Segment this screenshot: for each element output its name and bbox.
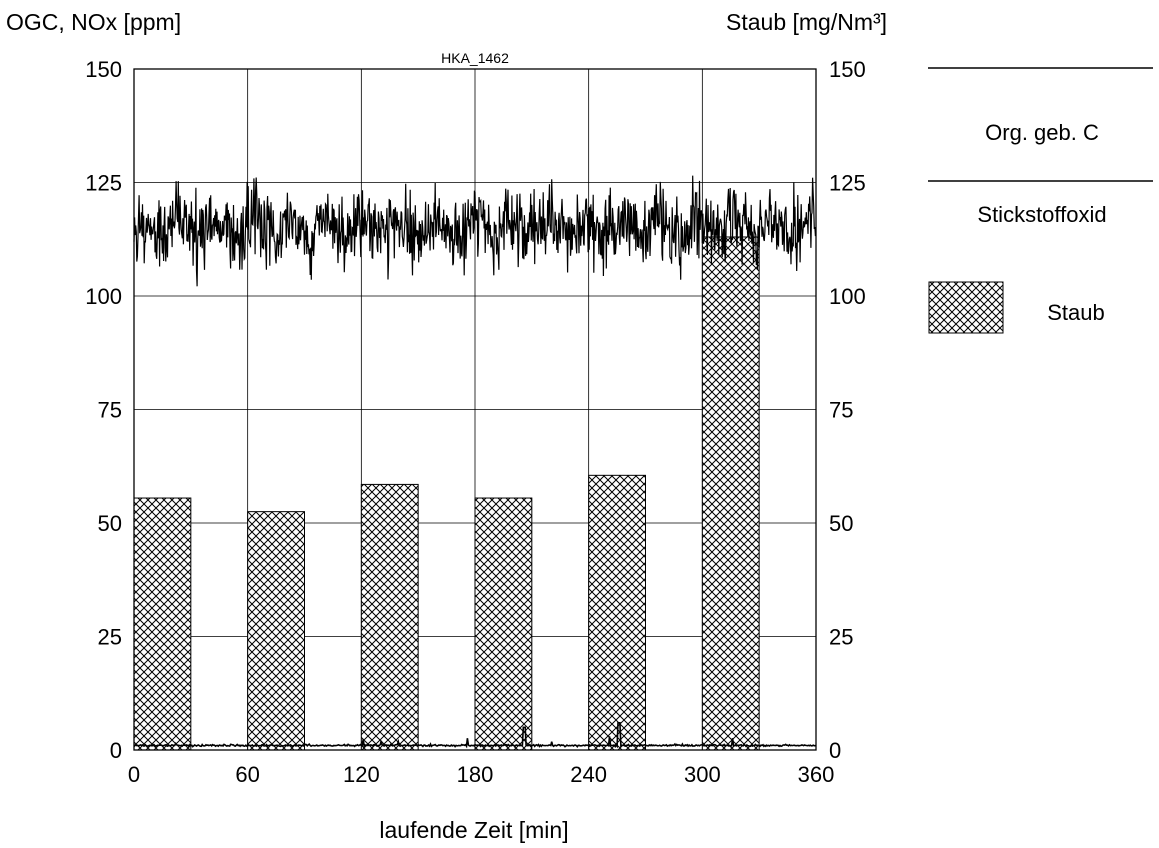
y-tick-label-left: 125 [85, 171, 122, 196]
y-tick-label-right: 125 [829, 171, 866, 196]
x-tick-label: 120 [343, 762, 380, 787]
y-tick-label-left: 50 [98, 511, 122, 536]
y-tick-label-right: 50 [829, 511, 853, 536]
y-tick-label-right: 0 [829, 738, 841, 763]
y-tick-label-right: 75 [829, 398, 853, 423]
y-tick-labels-right: 0 25 50 75 100 125 150 [829, 57, 866, 763]
y-tick-label-left: 25 [98, 625, 122, 650]
x-tick-label: 180 [457, 762, 494, 787]
y-tick-label-left: 75 [98, 398, 122, 423]
staub-bar [133, 497, 192, 751]
y-tick-label-left: 0 [110, 738, 122, 763]
y-tick-label-left: 150 [85, 57, 122, 82]
org-geb-c-line [133, 722, 817, 749]
y-tick-label-right: 100 [829, 284, 866, 309]
y-tick-labels-left: 0 25 50 75 100 125 150 [85, 57, 122, 763]
x-tick-label: 0 [128, 762, 140, 787]
legend-label-staub: Staub [1047, 300, 1105, 325]
staub-bar [247, 511, 306, 751]
y-axis-right-label: Staub [mg/Nm³] [726, 9, 887, 35]
x-tick-label: 300 [684, 762, 721, 787]
legend-box-staub [928, 281, 1004, 334]
staub-bars [133, 236, 760, 751]
chart-title: HKA_1462 [441, 50, 509, 66]
staub-bar [360, 483, 419, 751]
x-tick-labels: 0 60 120 180 240 300 360 [128, 762, 834, 787]
y-tick-label-right: 150 [829, 57, 866, 82]
legend-label-org-geb-c: Org. geb. C [985, 120, 1099, 145]
legend: Org. geb. C Stickstoffoxid Staub [928, 67, 1153, 334]
x-tick-label: 240 [570, 762, 607, 787]
y-axis-left-label: OGC, NOx [ppm] [6, 9, 181, 35]
legend-label-stickstoffoxid: Stickstoffoxid [977, 202, 1106, 227]
x-axis-label: laufende Zeit [min] [379, 817, 568, 843]
x-tick-label: 360 [798, 762, 835, 787]
staub-bar [701, 236, 760, 751]
staub-bar [474, 497, 533, 751]
staub-bar [588, 474, 647, 751]
y-tick-label-right: 25 [829, 625, 853, 650]
y-tick-label-left: 100 [85, 284, 122, 309]
plot-frame [133, 68, 817, 751]
stickstoffoxid-line [133, 175, 816, 287]
x-tick-label: 60 [235, 762, 259, 787]
